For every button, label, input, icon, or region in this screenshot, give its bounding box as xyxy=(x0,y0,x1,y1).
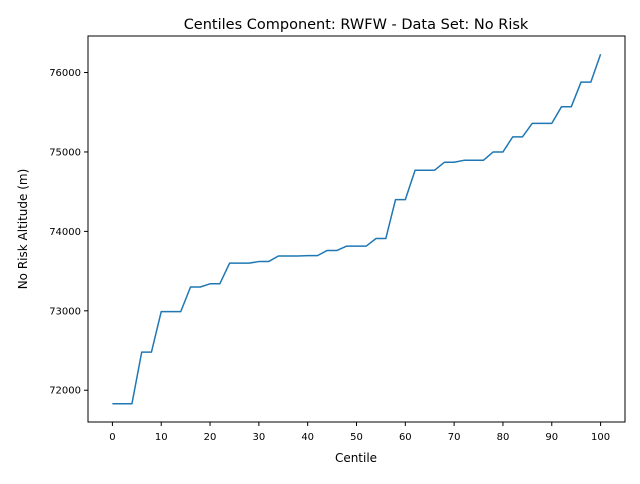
x-tick-label: 10 xyxy=(155,432,168,443)
y-tick-label: 76000 xyxy=(49,68,81,79)
y-tick-label: 72000 xyxy=(49,386,81,397)
x-tick-label: 30 xyxy=(252,432,265,443)
y-tick-label: 75000 xyxy=(49,147,81,158)
y-axis-label: No Risk Altitude (m) xyxy=(16,169,30,290)
y-tick-label: 73000 xyxy=(49,306,81,317)
y-tick-label: 74000 xyxy=(49,227,81,238)
x-tick-label: 60 xyxy=(399,432,412,443)
plot-area xyxy=(112,54,602,405)
axes-frame xyxy=(87,35,626,423)
x-tick-label: 40 xyxy=(301,432,314,443)
x-tick-label: 20 xyxy=(204,432,217,443)
x-tick-label: 0 xyxy=(109,432,115,443)
x-tick-label: 50 xyxy=(350,432,363,443)
y-axis-ticks: 72000 73000 74000 75000 76000 xyxy=(49,68,88,397)
x-tick-label: 70 xyxy=(448,432,461,443)
x-axis-ticks: 0 10 20 30 40 50 60 70 80 90 100 xyxy=(109,422,610,443)
x-axis-label: Centile xyxy=(335,451,377,465)
x-tick-label: 90 xyxy=(545,432,558,443)
chart-title: Centiles Component: RWFW - Data Set: No … xyxy=(184,17,529,33)
series-line-0 xyxy=(112,54,602,405)
x-tick-label: 100 xyxy=(591,432,610,443)
x-tick-label: 80 xyxy=(497,432,510,443)
